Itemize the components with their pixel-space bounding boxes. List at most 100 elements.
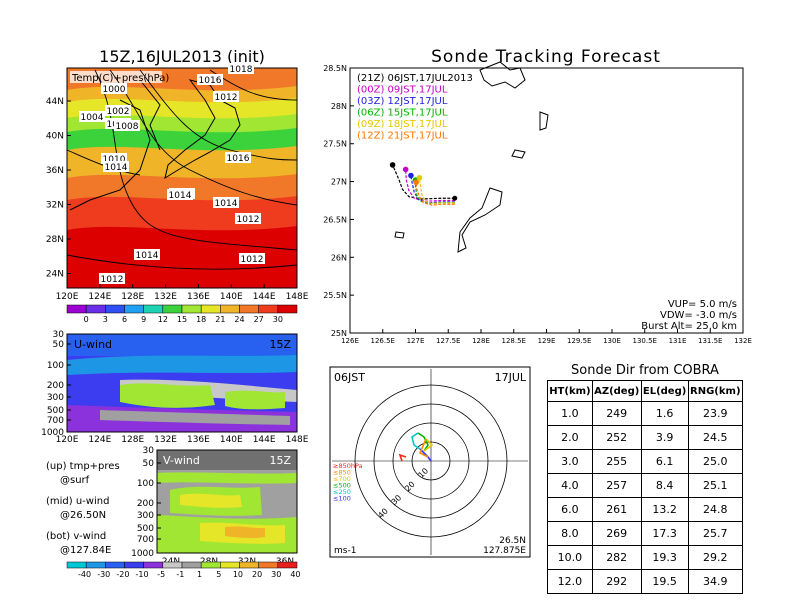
table-cell: 25.0	[687, 449, 744, 474]
uwind-x-tick: 128E	[121, 435, 144, 445]
vwind-time: 15Z	[269, 454, 291, 467]
vwind-label: V-wind	[163, 454, 200, 467]
track-x-tick: 127.5E	[436, 337, 460, 345]
table-cell: 19.5	[640, 569, 689, 594]
isobar-label-bg	[235, 213, 261, 224]
wind-colorbar-label: 5	[216, 570, 221, 579]
temp-colorbar-label: 24	[234, 315, 244, 324]
wind-colorbar-cell	[66, 561, 87, 569]
table-cell: 23.9	[687, 401, 744, 426]
table-header-cell: RNG(km)	[687, 380, 744, 402]
table-cell: 1.6	[640, 401, 689, 426]
isobar-label-bg	[167, 189, 193, 200]
track-legend-item: (06Z) 15JST,17JUL	[357, 108, 448, 119]
table-cell: 10.0	[547, 545, 593, 570]
table-cell: 4.0	[547, 473, 593, 498]
temp-colorbar-cell	[66, 304, 87, 314]
isobar-label: 1008	[116, 122, 139, 132]
uwind-x-tick: 144E	[253, 435, 276, 445]
table-header-cell: EL(deg)	[640, 380, 689, 402]
wind-colorbar-label: -20	[116, 570, 129, 579]
note-bot: (bot) v-wind	[46, 531, 107, 542]
isobar-line	[66, 254, 298, 270]
polar-lat: 26.5N	[499, 536, 526, 546]
polar-time-right: 17JUL	[495, 371, 527, 384]
temp-colorbar-label: 15	[177, 315, 187, 324]
temp-colorbar-cell	[105, 304, 125, 314]
temp-colorbar-label: 12	[158, 315, 168, 324]
uwind-y-tick: 300	[47, 393, 64, 403]
uwind-y-tick: 100	[47, 361, 64, 371]
isobar-label-bg	[101, 83, 127, 94]
korea-coast	[139, 79, 161, 151]
table-cell: 261	[591, 497, 642, 522]
table-cell: 25.1	[687, 473, 744, 498]
wind-colorbar-cell	[200, 561, 221, 569]
track-legend-item: (00Z) 09JST,17JUL	[357, 85, 448, 96]
uwind-y-tick: 50	[53, 340, 65, 350]
table-cell: 269	[591, 521, 642, 546]
track-x-tick: 130E	[603, 337, 621, 345]
uwind-y-tick: 30	[53, 330, 65, 340]
uwind-y-tick: 1000	[41, 428, 64, 438]
isobar-label: 1014	[215, 199, 238, 209]
wind-colorbar-label: 20	[252, 570, 262, 579]
wind-colorbar-label: 30	[271, 570, 281, 579]
track-end-point	[416, 174, 423, 181]
isobar-label: 1014	[136, 251, 159, 261]
isobar-line	[66, 149, 141, 176]
map-label-box	[70, 71, 162, 83]
track-x-tick: 129.5E	[567, 337, 591, 345]
polar-level-legend: ≤250	[333, 488, 351, 496]
uwind-x-tick: 148E	[286, 435, 309, 445]
map-x-tick: 140E	[220, 292, 243, 302]
table-cell: 1.0	[547, 401, 593, 426]
map-x-tick: 148E	[286, 292, 309, 302]
isobar-label: 1016	[227, 154, 250, 164]
isobar-label: 1018	[230, 65, 253, 75]
wind-colorbar-cell	[162, 561, 183, 569]
note-mid: (mid) u-wind	[46, 496, 110, 507]
map-y-tick: 24N	[46, 270, 64, 280]
track-legend-item: (21Z) 06JST,17JUL2013	[357, 73, 473, 84]
table-cell: 17.3	[640, 521, 689, 546]
hodograph-segment	[419, 448, 432, 462]
tracking-forecast-chart: Sonde Tracking Forecast (21Z) 06JST,17JU…	[323, 47, 752, 345]
uwind-x-tick: 124E	[88, 435, 111, 445]
table-header-cell: HT(km)	[547, 380, 593, 402]
isobar-label-bg	[197, 74, 223, 85]
map-y-tick: 36N	[46, 166, 64, 176]
wind-colorbar-cell	[124, 561, 144, 569]
sonde-dir-title: Sonde Dir from COBRA	[571, 363, 719, 378]
temp-colorbar-label: 27	[254, 315, 264, 324]
vwind-y-tick: 30	[143, 446, 155, 456]
forecast-title: Sonde Tracking Forecast	[431, 47, 661, 67]
table-cell: 12.0	[547, 569, 593, 594]
track-y-tick: 25.5N	[323, 291, 347, 300]
table-cell: 2.0	[547, 425, 593, 450]
isobar-label-bg	[114, 120, 140, 131]
track-y-tick: 26.5N	[323, 215, 347, 224]
coastline	[511, 149, 526, 159]
isobar-label-bg	[225, 152, 251, 163]
vwind-y-tick: 300	[137, 511, 154, 521]
isobar-label: 1012	[101, 275, 124, 285]
table-cell: 249	[591, 401, 642, 426]
vdw-annotation: VDW= -3.0 m/s	[660, 310, 737, 321]
wind-colorbar-label: 10	[233, 570, 243, 579]
table-cell: 6.0	[547, 497, 593, 522]
map-x-tick: 128E	[121, 292, 144, 302]
note-up-level: @surf	[60, 475, 90, 486]
map-y-tick: 44N	[46, 97, 64, 107]
track-y-tick: 26N	[331, 253, 347, 262]
track-end-point	[389, 162, 396, 168]
temp-pressure-map: 15Z,16JUL2013 (init) Temp(C)+pres(hPa) 1…	[46, 47, 309, 324]
temp-colorbar-cell	[181, 304, 202, 314]
isobar-label-bg	[213, 197, 239, 208]
table-cell: 3.9	[640, 425, 689, 450]
table-row: 1.0 249 1.6 23.9	[547, 401, 744, 426]
